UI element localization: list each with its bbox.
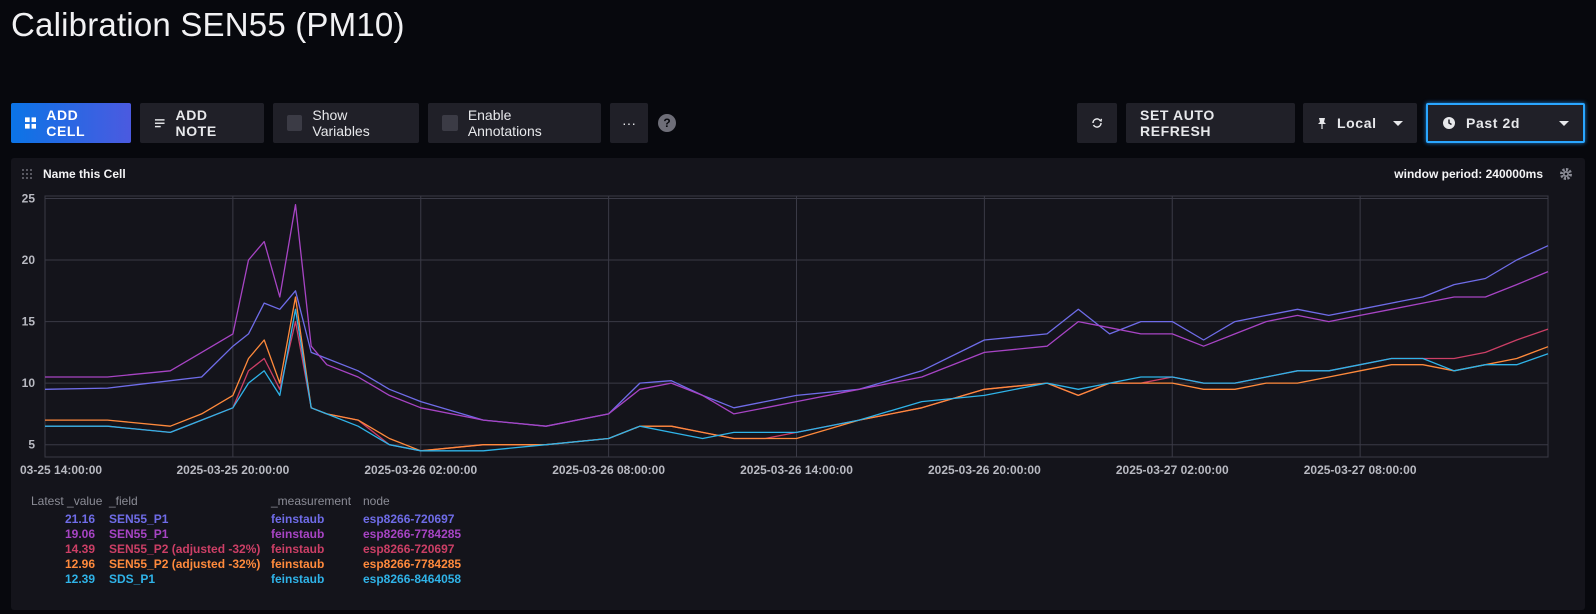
x-tick-label: 2025-03-26 14:00:00: [740, 463, 853, 477]
y-tick-label: 25: [22, 191, 36, 205]
ellipsis-icon: ···: [622, 115, 636, 131]
legend-measurement: feinstaub: [271, 512, 325, 526]
enable-annotations-toggle[interactable]: Enable Annotations: [428, 103, 601, 143]
legend-field: SEN55_P1: [109, 512, 169, 526]
legend-header-field: _field: [109, 494, 138, 508]
add-note-button[interactable]: ADD NOTE: [140, 103, 264, 143]
x-tick-label: 2025-03-26 20:00:00: [928, 463, 1041, 477]
legend-field: SEN55_P2 (adjusted -32%): [109, 557, 261, 571]
y-tick-label: 20: [22, 253, 36, 267]
enable-annotations-checkbox[interactable]: [442, 115, 458, 131]
add-note-label: ADD NOTE: [175, 107, 217, 139]
x-tick-label: 2025-03-26 08:00:00: [552, 463, 665, 477]
legend-node: esp8266-7784285: [363, 557, 462, 571]
legend-node: esp8266-7784285: [363, 527, 462, 541]
drag-handle-icon[interactable]: [21, 168, 33, 180]
x-tick-label: 2025-03-25 20:00:00: [176, 463, 289, 477]
cell-header: Name this Cell window period: 240000ms: [11, 158, 1585, 190]
legend-node: esp8266-720697: [363, 542, 455, 556]
show-variables-label: Show Variables: [312, 107, 370, 139]
chevron-down-icon: [1559, 120, 1569, 126]
legend-row: 21.16 SEN55_P1 feinstaub esp8266-720697: [31, 512, 503, 527]
line-chart[interactable]: 5 10 15 20 25 03-25 14:00:00 2025-03-25 20:00:…: [11, 158, 1585, 488]
clock-icon: [1443, 117, 1455, 129]
timezone-label: Local: [1337, 115, 1377, 131]
graph-cell: Name this Cell window period: 240000ms 5…: [11, 158, 1585, 610]
refresh-icon: [1092, 118, 1103, 128]
legend-row: 12.39 SDS_P1 feinstaub esp8266-8464058: [31, 572, 503, 587]
set-auto-refresh-label: SET AUTO REFRESH: [1140, 107, 1215, 139]
y-tick-label: 10: [22, 376, 36, 390]
time-range-label: Past 2d: [1466, 115, 1520, 131]
legend-node: esp8266-720697: [363, 512, 455, 526]
legend-value: 19.06: [64, 527, 95, 541]
legend-header: Latest _value _field _measurement node: [31, 494, 503, 512]
help-icon[interactable]: ?: [658, 114, 676, 132]
legend-value: 12.96: [64, 557, 95, 571]
legend-header-value: Latest _value: [31, 494, 103, 508]
grid-icon: [25, 117, 37, 129]
show-variables-checkbox[interactable]: [287, 115, 303, 131]
legend-value: 14.39: [64, 542, 95, 556]
legend-table: Latest _value _field _measurement node 2…: [31, 494, 503, 587]
legend-field: SDS_P1: [109, 572, 156, 586]
more-options-button[interactable]: ···: [610, 103, 648, 143]
series-line: [45, 296, 1549, 452]
legend-header-node: node: [363, 494, 390, 508]
refresh-button[interactable]: [1077, 103, 1117, 143]
series-line: [44, 245, 1549, 427]
set-auto-refresh-button[interactable]: SET AUTO REFRESH: [1126, 103, 1295, 143]
gear-icon[interactable]: [1559, 167, 1573, 181]
legend-field: SEN55_P2 (adjusted -32%): [109, 542, 261, 556]
legend-measurement: feinstaub: [271, 542, 325, 556]
x-tick-label: 2025-03-27 08:00:00: [1304, 463, 1417, 477]
pin-icon: [1318, 118, 1326, 129]
window-period-label: window period: 240000ms: [1394, 167, 1543, 181]
series-line: [45, 308, 1549, 452]
legend-row: 19.06 SEN55_P1 feinstaub esp8266-7784285: [31, 527, 503, 542]
timezone-dropdown[interactable]: Local: [1303, 103, 1417, 143]
legend-row: 12.96 SEN55_P2 (adjusted -32%) feinstaub…: [31, 557, 503, 572]
x-tick-label: 03-25 14:00:00: [20, 463, 102, 477]
legend-node: esp8266-8464058: [363, 572, 462, 586]
cell-title[interactable]: Name this Cell: [43, 167, 126, 181]
y-tick-label: 5: [28, 438, 35, 452]
series-line: [45, 203, 1549, 427]
y-tick-label: 15: [22, 315, 36, 329]
legend-header-measurement: _measurement: [271, 494, 352, 508]
legend-measurement: feinstaub: [271, 527, 325, 541]
toolbar: ADD CELL ADD NOTE Show Variables Enable …: [11, 103, 1585, 143]
add-cell-button[interactable]: ADD CELL: [11, 103, 131, 143]
legend-field: SEN55_P1: [109, 527, 169, 541]
x-tick-label: 2025-03-26 02:00:00: [364, 463, 477, 477]
enable-annotations-label: Enable Annotations: [467, 107, 542, 139]
legend-row: 14.39 SEN55_P2 (adjusted -32%) feinstaub…: [31, 542, 503, 557]
x-tick-label: 2025-03-27 02:00:00: [1116, 463, 1229, 477]
legend-value: 21.16: [64, 512, 95, 526]
legend-measurement: feinstaub: [271, 572, 325, 586]
show-variables-toggle[interactable]: Show Variables: [273, 103, 419, 143]
page-title: Calibration SEN55 (PM10): [11, 6, 405, 43]
legend-measurement: feinstaub: [271, 557, 325, 571]
add-cell-label: ADD CELL: [46, 107, 86, 139]
legend-value: 12.39: [64, 572, 95, 586]
chevron-down-icon: [1393, 120, 1403, 126]
note-icon: [154, 119, 165, 128]
time-range-dropdown[interactable]: Past 2d: [1426, 103, 1585, 143]
